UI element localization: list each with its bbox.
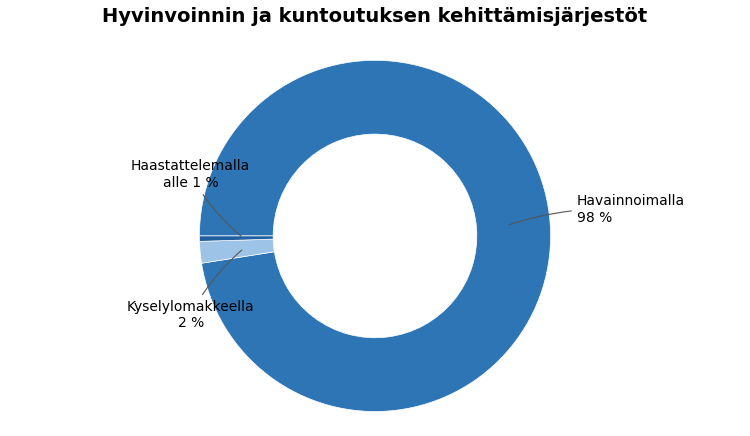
Title: Hyvinvoinnin ja kuntoutuksen kehittämisjärjestöt: Hyvinvoinnin ja kuntoutuksen kehittämisj… — [102, 7, 647, 26]
Text: Haastattelemalla
alle 1 %: Haastattelemalla alle 1 % — [131, 160, 251, 236]
Text: Havainnoimalla
98 %: Havainnoimalla 98 % — [509, 194, 685, 225]
Wedge shape — [200, 239, 274, 263]
Wedge shape — [200, 236, 273, 242]
Text: Kyselylomakkeella
2 %: Kyselylomakkeella 2 % — [127, 250, 254, 330]
Wedge shape — [200, 60, 550, 412]
